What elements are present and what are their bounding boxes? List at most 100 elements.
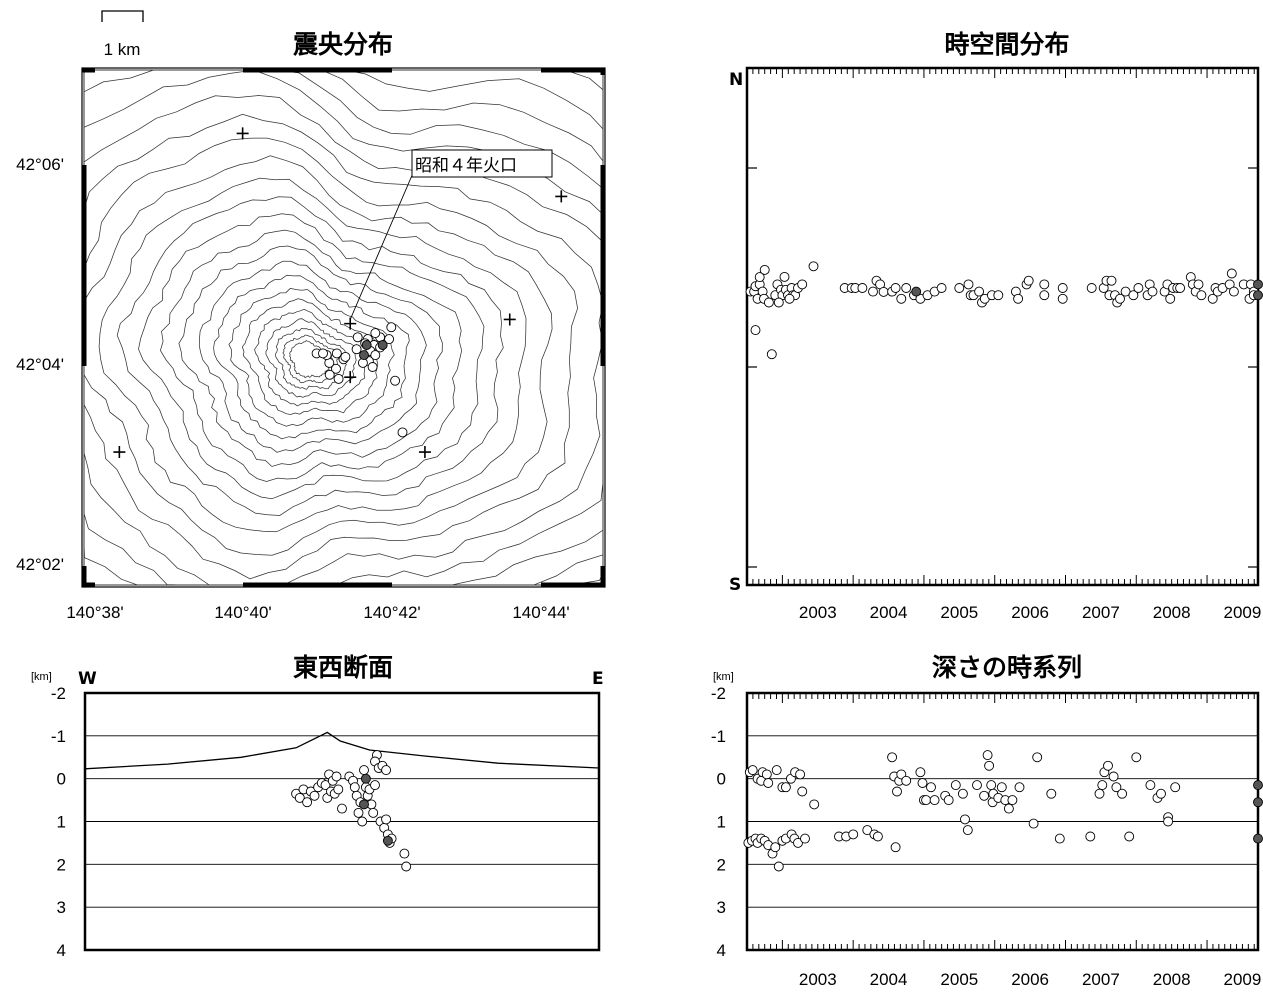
space-time-point [1086, 283, 1097, 293]
depth-time-point [800, 833, 810, 844]
space-time-point [868, 286, 878, 297]
depth-time-point [1163, 816, 1174, 827]
contour-line [138, 213, 485, 500]
depth-time-point [984, 760, 995, 771]
space-time-point [1193, 279, 1204, 290]
cross-section-point [382, 835, 393, 846]
year-label: 2004 [870, 970, 908, 989]
south-label: S [729, 575, 741, 595]
space-time-point [901, 283, 912, 293]
depth-time-point [1156, 788, 1166, 799]
space-time-point [1133, 283, 1144, 293]
space-time-point [1106, 275, 1117, 286]
depth-time-point [770, 842, 781, 853]
cross-section-point [381, 765, 392, 776]
epicenter-map-panel: 震央分布 1 km 140°38' 140°40' 140°42' 140°44' 42… [16, 10, 606, 622]
depth-time-point [917, 778, 928, 788]
space-time-point [954, 283, 965, 293]
space-time-point [1253, 290, 1263, 301]
space-time-point [1226, 268, 1237, 279]
space-time-point [1228, 286, 1239, 297]
contour-line [178, 245, 443, 467]
space-time-point [1013, 293, 1024, 304]
space-time-point [1175, 283, 1186, 293]
depth-time-point [780, 782, 791, 793]
space-time-panel: 時空間分布 N S 2003 2004 2005 2006 2007 2008 2009 [729, 30, 1263, 622]
map-x-tick-label: 140°42' [363, 603, 420, 622]
station-cross-icon [555, 190, 568, 203]
cross-section-frame [83, 691, 601, 952]
space-time-points [745, 261, 1263, 360]
epicenter-point [351, 344, 362, 355]
space-time-point [784, 293, 795, 304]
depth-time-ticks: -2 -1 0 1 2 3 4 2003 2004 2005 2006 2007 2008 2009 [711, 684, 1261, 989]
depth-time-point [957, 788, 968, 799]
space-time-point [1039, 290, 1050, 301]
epicenter-point [359, 350, 369, 361]
depth-tick-label: -1 [51, 727, 66, 746]
west-label: W [78, 669, 97, 689]
contour-line [116, 196, 504, 516]
topographic-contours [83, 69, 604, 586]
epicenter-point [331, 348, 342, 359]
cross-section-depth-labels: -2 -1 0 1 2 3 4 [51, 684, 66, 960]
space-time-point [878, 286, 889, 297]
map-y-tick-label: 42°04' [16, 355, 64, 374]
depth-time-point [1085, 831, 1096, 842]
space-time-point [750, 325, 761, 336]
depth-time-point [1131, 752, 1142, 763]
space-time-point [759, 264, 770, 275]
space-time-point [857, 283, 868, 293]
cross-section-point [331, 771, 342, 782]
contour-line [213, 274, 410, 440]
space-time-point [963, 279, 974, 290]
depth-time-point [1014, 782, 1025, 793]
year-label: 2004 [870, 603, 908, 622]
space-time-point [808, 261, 819, 272]
cross-section-point [294, 792, 305, 803]
cross-section-point [309, 790, 320, 801]
epicenter-point [331, 363, 341, 374]
contour-line [282, 334, 340, 384]
epicenter-point [318, 348, 328, 359]
contour-line [98, 177, 527, 533]
year-label: 2005 [940, 970, 978, 989]
depth-time-point [771, 765, 782, 776]
year-label: 2007 [1082, 603, 1120, 622]
cross-section-panel: 東西断面 [km] W E -2 -1 0 1 2 3 4 [31, 653, 604, 960]
epicenter-point [324, 369, 335, 380]
year-label: 2006 [1011, 970, 1049, 989]
depth-time-point [848, 829, 859, 840]
east-label: E [592, 669, 604, 689]
depth-time-point [1108, 771, 1119, 782]
cross-section-point [368, 807, 379, 818]
depth-time-frame [745, 691, 1260, 952]
depth-time-point [986, 780, 997, 791]
cross-section-point [381, 814, 392, 825]
cross-section-point [337, 803, 347, 814]
map-x-tick-label: 140°38' [66, 603, 123, 622]
cross-section-grid [85, 735, 599, 908]
epicenter-point [397, 427, 408, 438]
epicenter-point [340, 351, 351, 362]
depth-tick-label: 0 [717, 770, 726, 789]
depth-time-point [1103, 760, 1113, 771]
depth-time-point [892, 786, 902, 797]
north-label: N [729, 70, 743, 90]
space-time-point [911, 286, 922, 297]
depth-tick-label: 3 [57, 898, 66, 917]
depth-time-grid [747, 735, 1258, 908]
epicenter-point [386, 322, 397, 333]
year-label: 2007 [1082, 970, 1120, 989]
depth-time-point [809, 799, 820, 810]
depth-time-point [1097, 780, 1108, 791]
depth-time-point [761, 769, 772, 780]
station-markers [113, 127, 568, 459]
map-frame [81, 67, 606, 588]
depth-time-point [795, 769, 806, 780]
depth-time-point [1253, 833, 1263, 844]
depth-time-point [887, 752, 898, 763]
depth-time-point [1003, 803, 1014, 814]
depth-tick-label: 4 [57, 941, 66, 960]
depth-time-point [929, 795, 940, 806]
